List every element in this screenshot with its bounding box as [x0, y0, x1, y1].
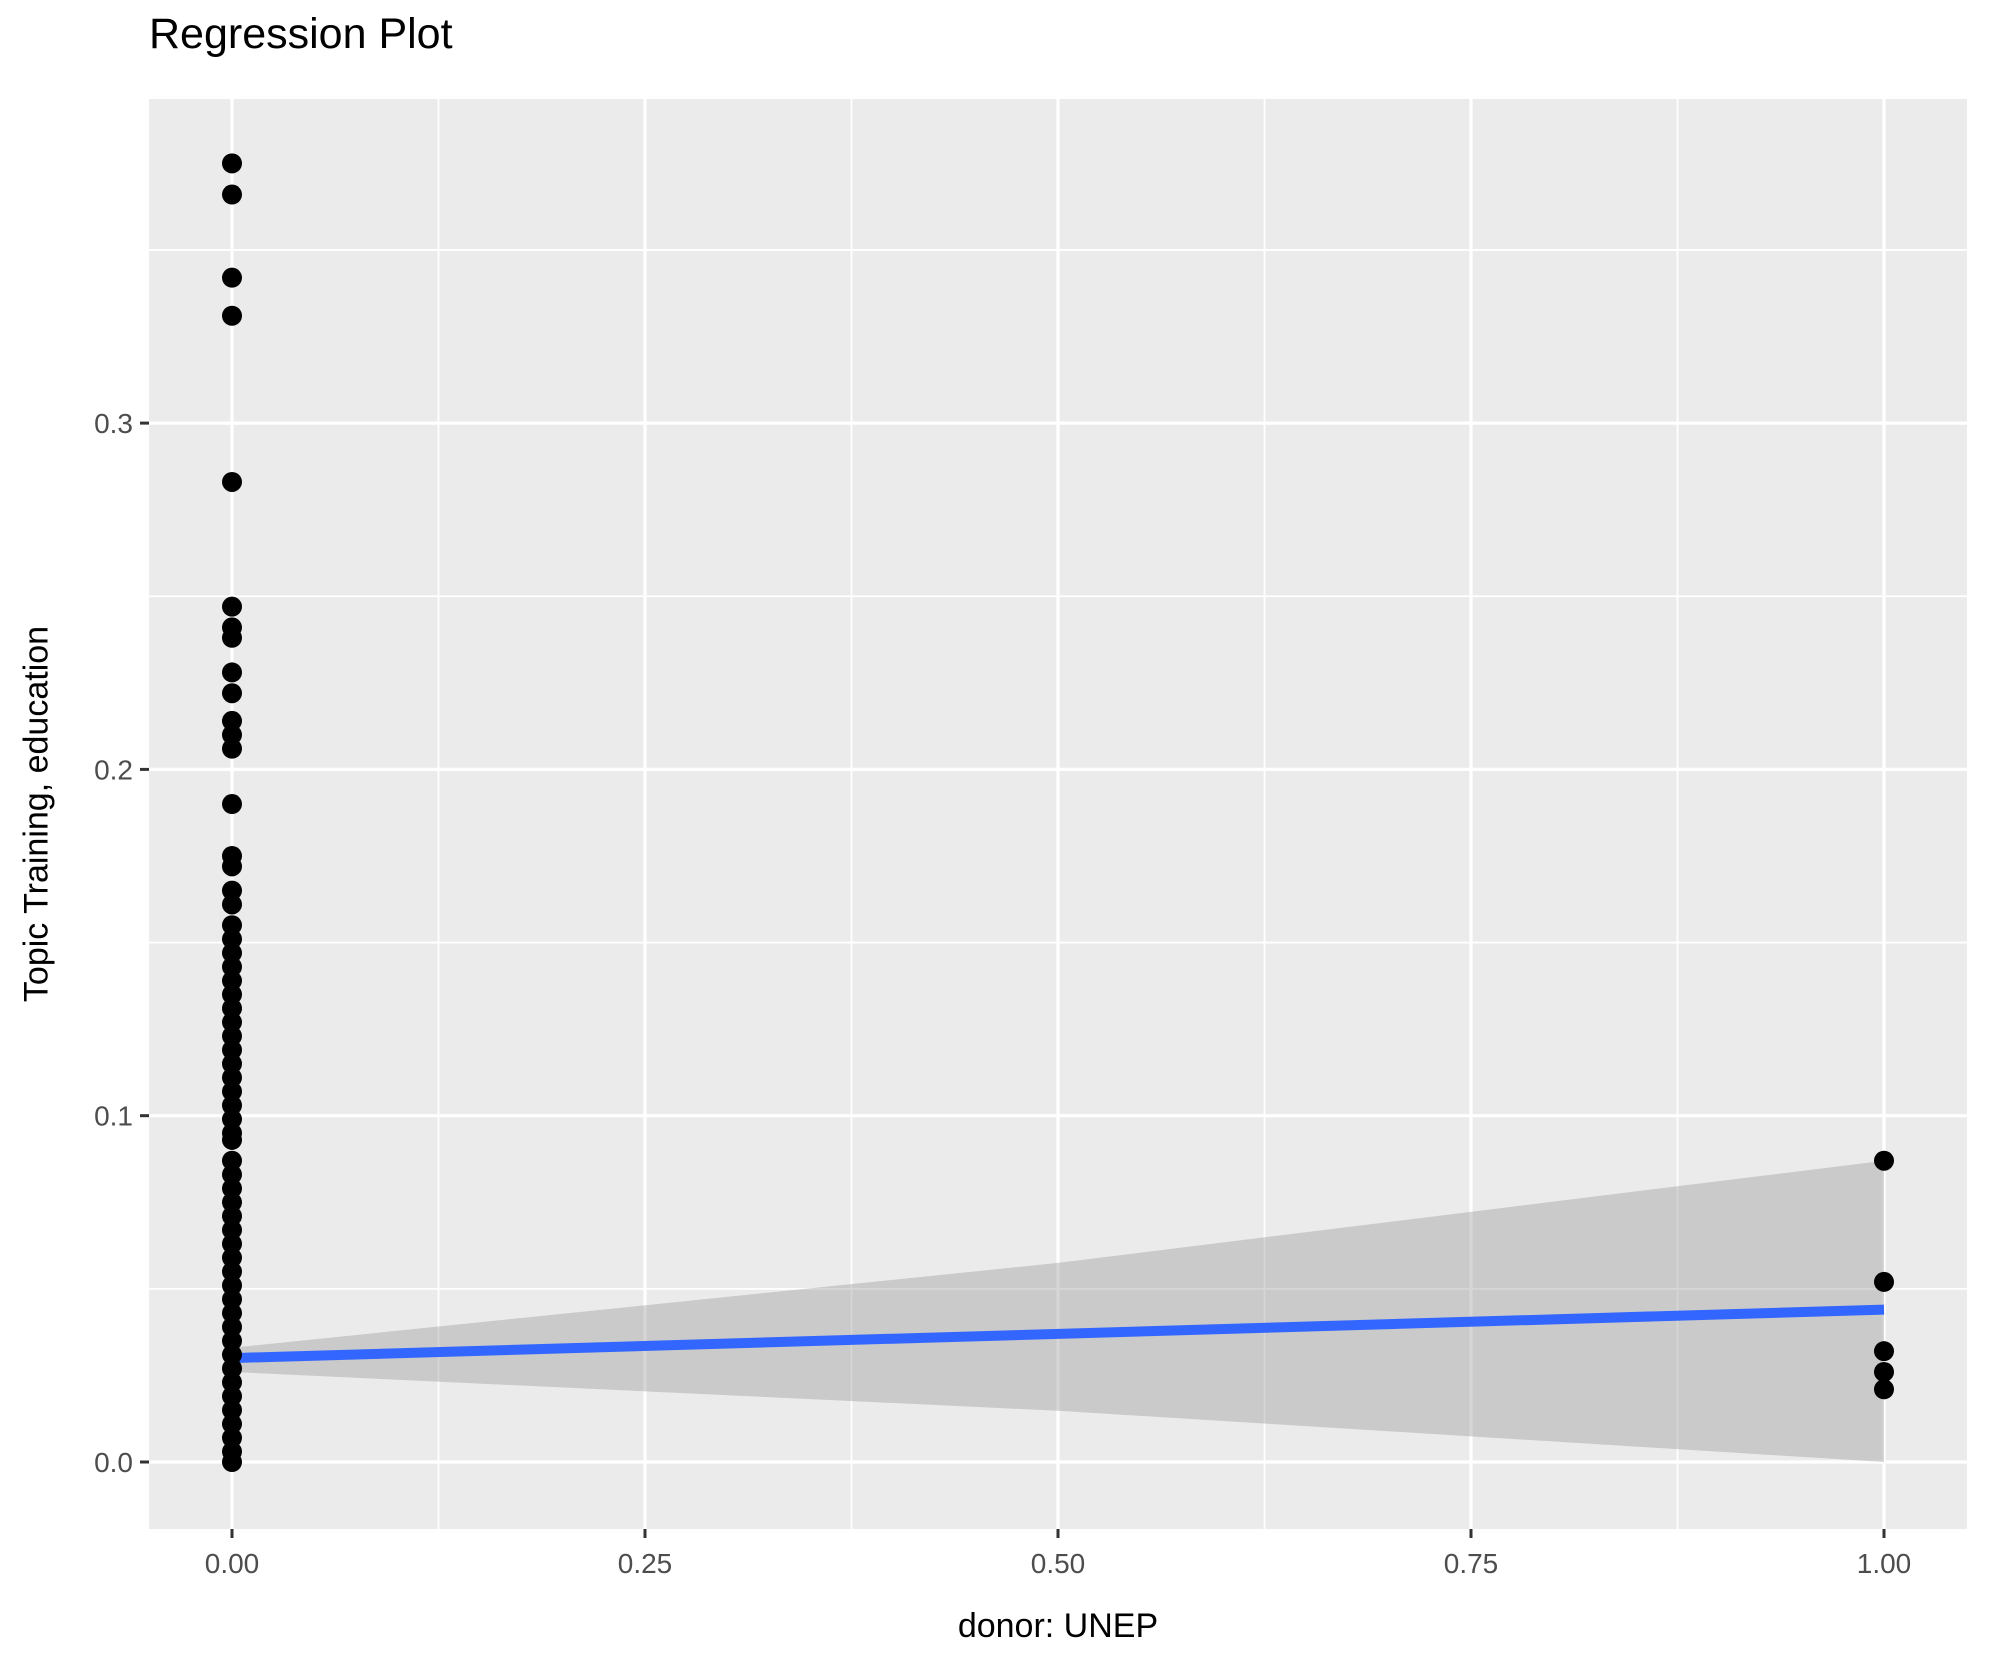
data-point [222, 596, 242, 617]
data-point [1874, 1361, 1894, 1382]
x-axis-title: donor: UNEP [957, 1607, 1159, 1645]
data-point [222, 929, 242, 950]
data-point [222, 1109, 242, 1130]
data-point [222, 1358, 242, 1379]
y-tick-label: 0.3 [94, 408, 133, 439]
data-point [222, 942, 242, 963]
data-point [222, 267, 242, 288]
y-tick-label: 0.0 [94, 1447, 133, 1478]
data-point [222, 1012, 242, 1033]
data-point [222, 1219, 242, 1240]
data-point [222, 1095, 242, 1116]
data-point [222, 627, 242, 648]
data-point [222, 710, 242, 731]
data-point [1874, 1150, 1894, 1171]
data-point [222, 662, 242, 683]
data-point [222, 915, 242, 936]
data-point [222, 683, 242, 704]
data-point [222, 970, 242, 991]
data-point [1874, 1271, 1894, 1292]
x-tick-label: 0.50 [1031, 1548, 1086, 1579]
data-point [222, 1081, 242, 1102]
data-point [222, 1026, 242, 1047]
data-point [222, 1413, 242, 1434]
data-point [222, 724, 242, 745]
data-point [222, 1150, 242, 1171]
y-tick-label: 0.2 [94, 754, 133, 785]
data-point [222, 1053, 242, 1074]
data-point [222, 305, 242, 326]
data-point [222, 1316, 242, 1337]
data-point [222, 1039, 242, 1060]
data-point [222, 880, 242, 901]
data-point [1874, 1341, 1894, 1362]
data-point [222, 894, 242, 915]
data-point [222, 1427, 242, 1448]
data-point [222, 1247, 242, 1268]
data-point [222, 1344, 242, 1365]
data-point [222, 984, 242, 1005]
data-point [222, 1067, 242, 1088]
data-point [222, 1372, 242, 1393]
x-tick-label: 0.25 [618, 1548, 673, 1579]
y-tick-label: 0.1 [94, 1101, 133, 1132]
data-point [222, 1192, 242, 1213]
data-point [222, 794, 242, 815]
plot-title: Regression Plot [149, 10, 453, 58]
data-point [222, 1178, 242, 1199]
data-point [222, 1386, 242, 1407]
data-point [222, 1330, 242, 1351]
data-point [222, 184, 242, 205]
data-point [1874, 1379, 1894, 1400]
data-point [222, 738, 242, 759]
x-tick-label: 1.00 [1857, 1548, 1912, 1579]
data-point [222, 1289, 242, 1310]
data-point [222, 1233, 242, 1254]
data-point [222, 153, 242, 174]
data-point [222, 1400, 242, 1421]
data-point [222, 1206, 242, 1227]
data-point [222, 1261, 242, 1282]
data-point [222, 1303, 242, 1324]
confidence-band [232, 1160, 1884, 1462]
data-point [222, 998, 242, 1019]
x-tick-label: 0.00 [205, 1548, 260, 1579]
data-point [222, 1452, 242, 1472]
data-point [222, 1129, 242, 1150]
data-point [222, 1275, 242, 1296]
data-point [222, 471, 242, 492]
data-point [222, 856, 242, 877]
x-tick-label: 0.75 [1444, 1548, 1499, 1579]
regression-line [231, 1304, 1885, 1364]
y-axis-title: Topic Training, education [17, 625, 56, 1003]
data-point [222, 1164, 242, 1185]
data-point [222, 956, 242, 977]
